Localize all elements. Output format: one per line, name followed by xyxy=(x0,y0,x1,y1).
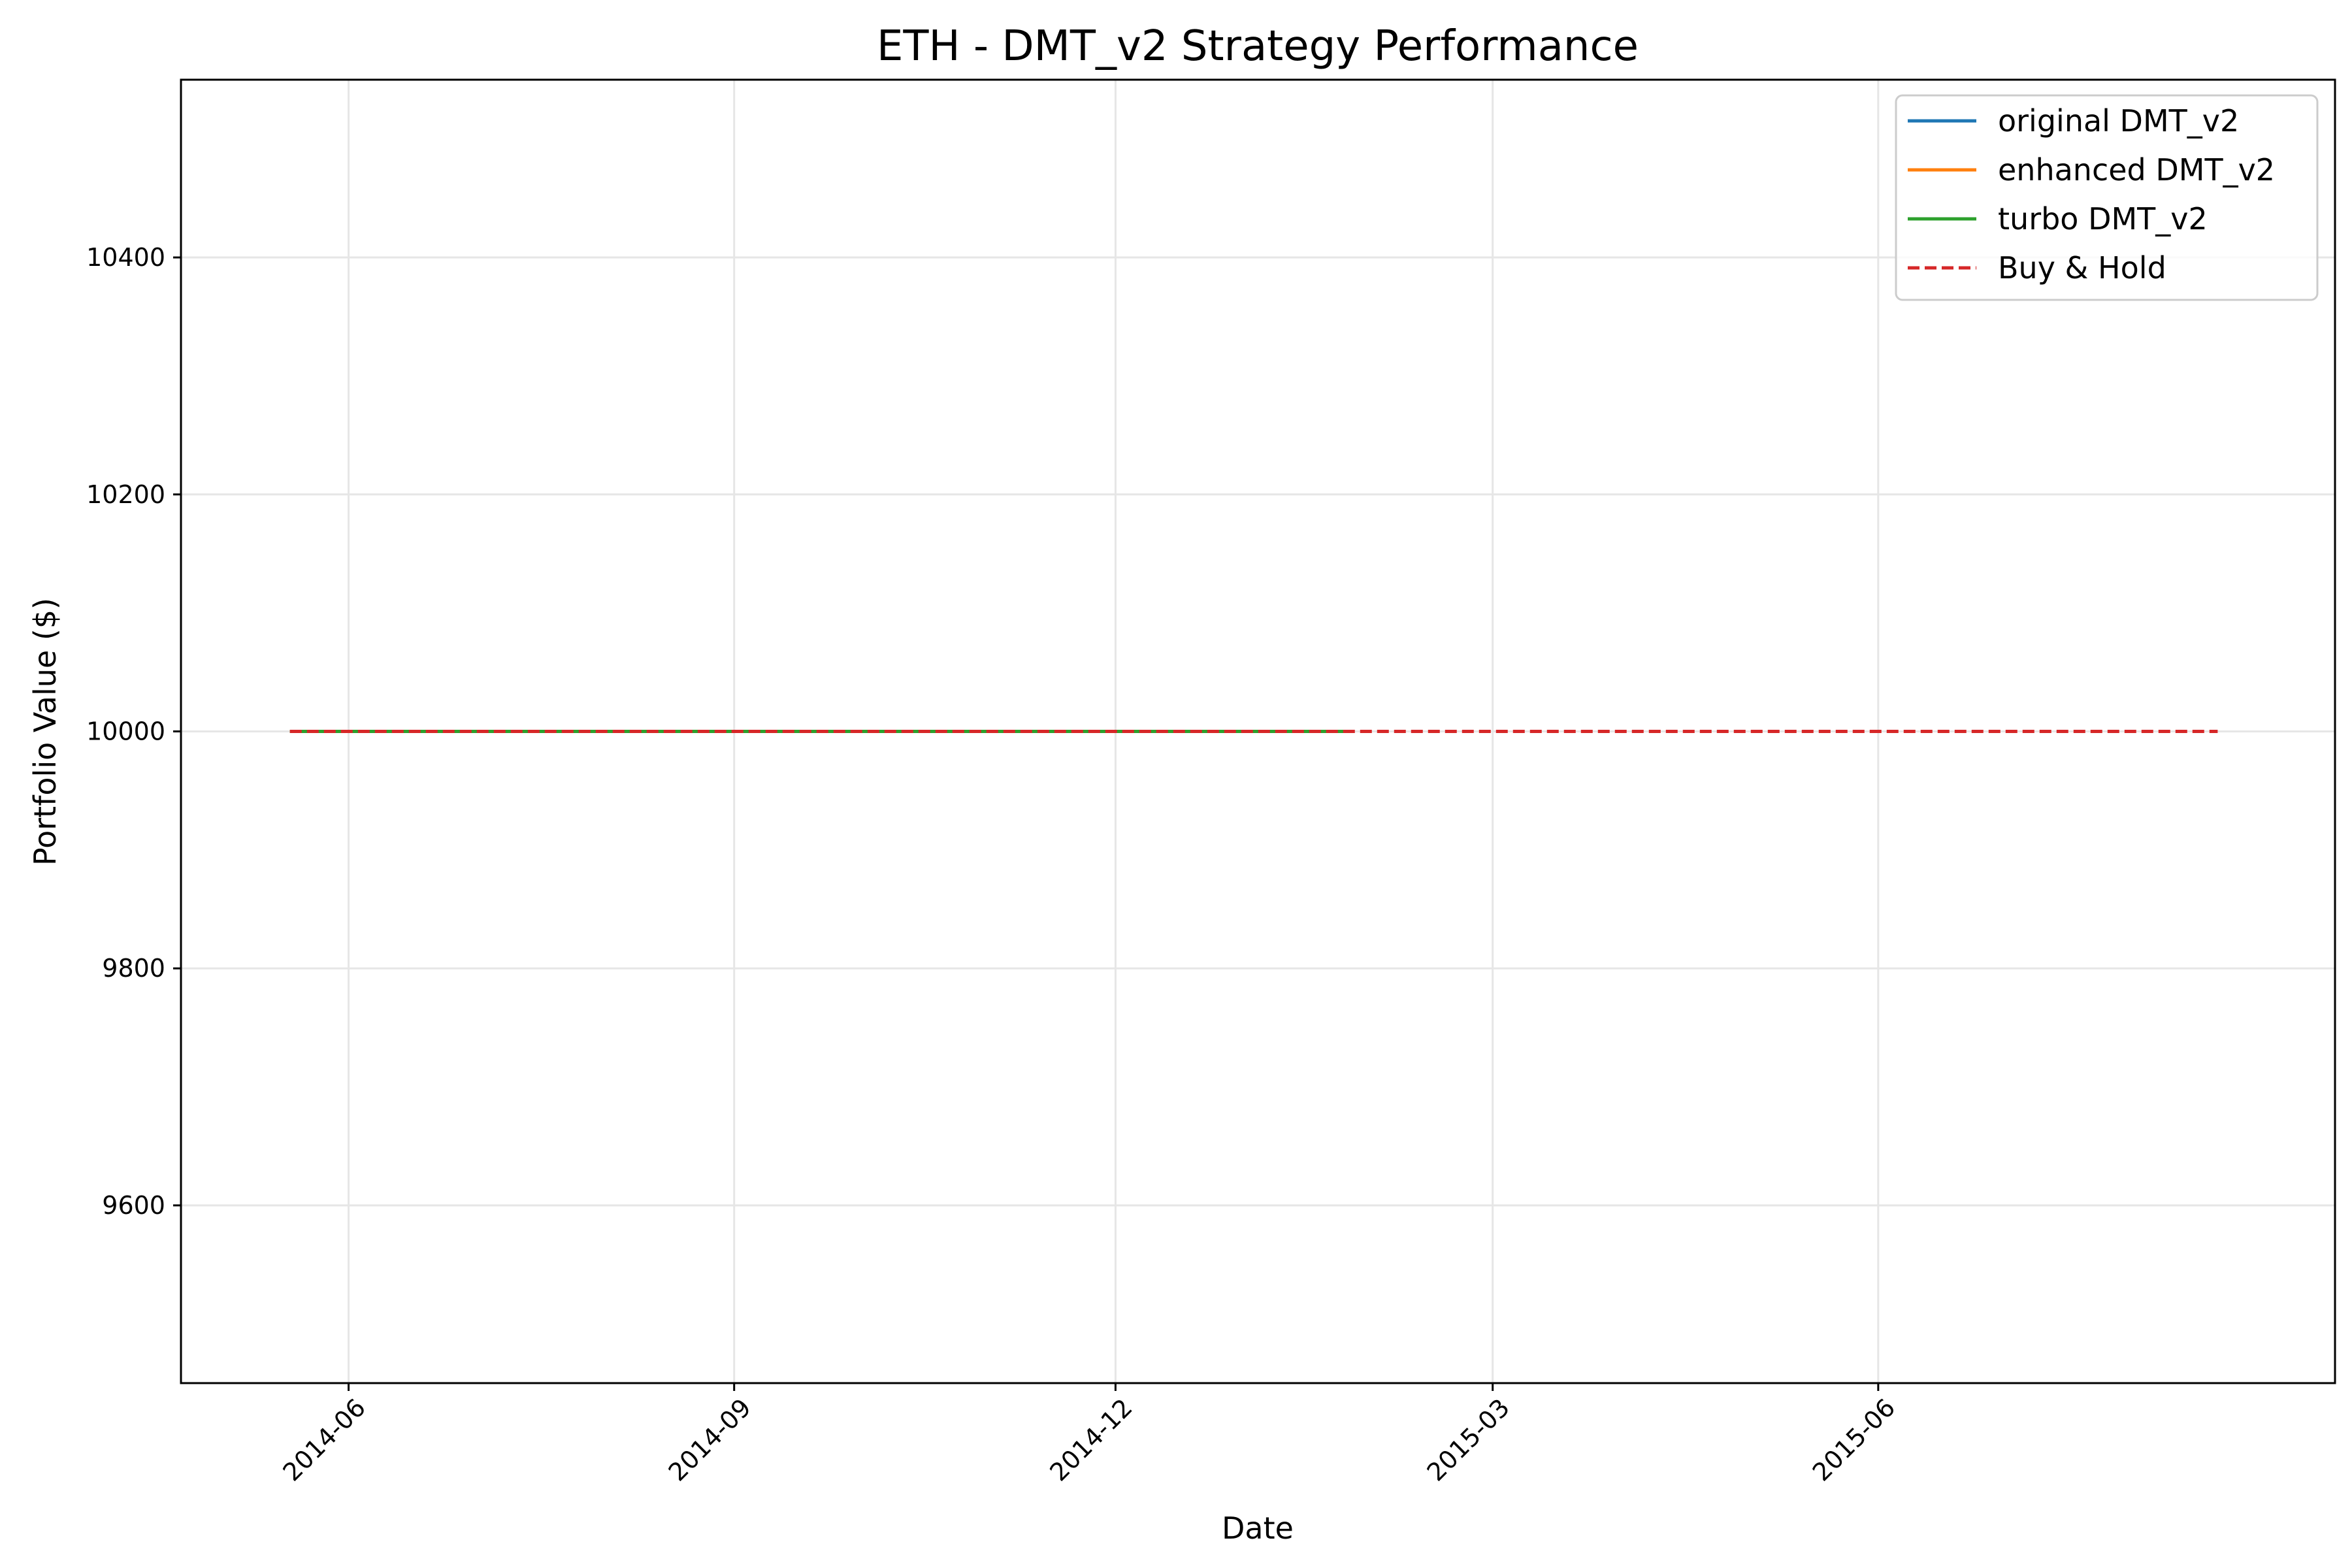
legend-label: original DMT_v2 xyxy=(1998,103,2239,139)
y-axis-label: Portfolio Value ($) xyxy=(27,598,63,866)
legend-frame xyxy=(1895,94,2319,301)
legend-label: enhanced DMT_v2 xyxy=(1998,152,2275,188)
y-tick-label: 9600 xyxy=(102,1191,165,1220)
x-tick-label: 2015-03 xyxy=(1422,1393,1515,1486)
y-tick-label: 10400 xyxy=(86,243,165,272)
y-tick-label: 10000 xyxy=(86,717,165,746)
legend-label: turbo DMT_v2 xyxy=(1998,201,2208,237)
y-tick-label: 9800 xyxy=(102,954,165,983)
x-tick-label: 2014-12 xyxy=(1044,1393,1137,1486)
y-ticks: 9600 9800 10000 10200 10400 xyxy=(86,243,181,1220)
legend-label: Buy & Hold xyxy=(1998,250,2166,286)
plot-area-frame xyxy=(180,78,2336,1384)
x-axis-label: Date xyxy=(1222,1511,1294,1546)
x-ticks: 2014-06 2014-09 2014-12 2015-03 2015-06 xyxy=(278,1383,1901,1487)
x-tick-label: 2014-06 xyxy=(278,1393,371,1486)
x-tick-label: 2015-06 xyxy=(1807,1393,1901,1486)
y-tick-label: 10200 xyxy=(86,480,165,509)
chart-title: ETH - DMT_v2 Strategy Performance xyxy=(877,22,1639,71)
x-tick-label: 2014-09 xyxy=(663,1393,757,1486)
